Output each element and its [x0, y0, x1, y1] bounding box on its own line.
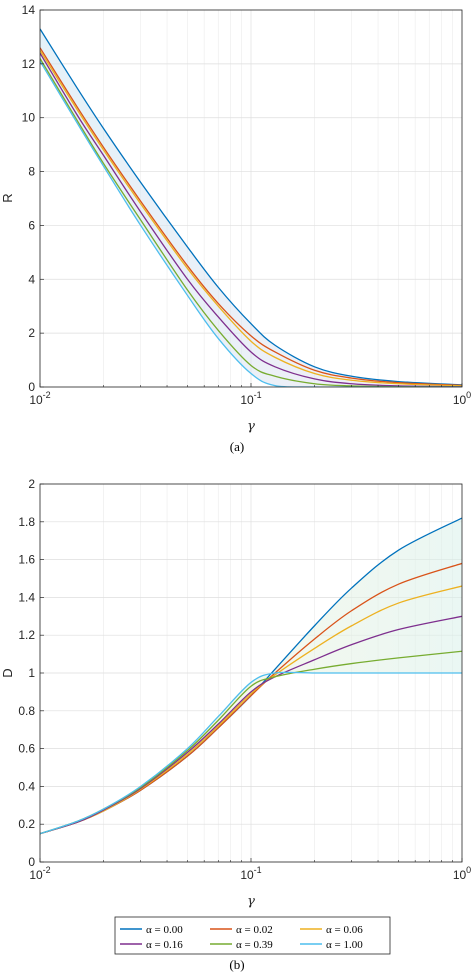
y-tick-label: 4: [28, 272, 35, 286]
y-tick-label: 1.8: [18, 515, 35, 529]
ticks-a: 0 2 4 6 8 10 12 14 10-2 10-1 100: [22, 3, 472, 407]
y-tick-label: 0: [28, 380, 35, 394]
y-axis-label-b: D: [0, 668, 15, 677]
y-tick-label: 0.8: [18, 704, 35, 718]
series-lines-a: [40, 28, 462, 387]
y-tick-label: 6: [28, 218, 35, 232]
legend-box: [114, 916, 391, 955]
x-tick-label: 10-2: [29, 390, 50, 407]
y-tick-label: 0.2: [18, 817, 35, 831]
x-tick-label: 10-1: [240, 390, 261, 407]
series-line: [40, 52, 462, 387]
legend-label: α = 0.39: [236, 939, 273, 951]
y-tick-label: 1.4: [18, 590, 35, 604]
y-tick-label: 2: [28, 477, 35, 491]
series-line: [40, 47, 462, 387]
caption-b: (b): [229, 957, 244, 972]
y-tick-label: 8: [28, 165, 35, 179]
y-tick-label: 0: [28, 855, 35, 869]
series-lines-b: [40, 517, 462, 835]
x-axis-label-b: γ: [247, 894, 255, 909]
series-line: [40, 615, 462, 835]
legend-label: α = 1.00: [326, 939, 363, 951]
x-tick-label: 10-2: [29, 865, 50, 882]
x-tick-label: 10-1: [240, 865, 261, 882]
y-tick-label: 0.6: [18, 742, 35, 756]
shaded-band-b: [40, 518, 462, 834]
series-line: [40, 671, 462, 835]
caption-a: (a): [230, 439, 244, 454]
series-line: [40, 28, 462, 386]
shaded-region: [40, 518, 462, 834]
y-tick-label: 2: [28, 326, 35, 340]
series-line: [40, 60, 462, 387]
legend-label: α = 0.00: [146, 924, 183, 936]
legend: α = 0.00 α = 0.02 α = 0.06 α = 0.16 α = 0.39…: [114, 916, 391, 955]
legend-label: α = 0.02: [236, 924, 273, 936]
y-tick-label: 1.2: [18, 628, 35, 642]
chart-panel-b: 0 0.2 0.4 0.6 0.8 1 1.2 1.4 1.6 1.8 2 10-2 10-1 100 D…: [0, 477, 471, 909]
series-line: [40, 585, 462, 835]
y-axis-label-a: R: [0, 193, 15, 202]
y-tick-label: 1.6: [18, 553, 35, 567]
series-line: [40, 50, 462, 387]
y-tick-label: 12: [22, 57, 36, 71]
chart-panel-a: 0 2 4 6 8 10 12 14 10-2 10-1 100 R γ (a): [0, 3, 471, 454]
x-axis-label-a: γ: [247, 419, 255, 434]
x-tick-label: 100: [453, 390, 471, 407]
y-tick-label: 10: [22, 111, 36, 125]
y-tick-label: 0.4: [18, 779, 35, 793]
y-tick-label: 1: [28, 666, 35, 680]
ticks-b: 0 0.2 0.4 0.6 0.8 1 1.2 1.4 1.6 1.8 2 10-2 10-1 100: [18, 477, 471, 882]
y-tick-label: 14: [22, 3, 36, 17]
legend-label: α = 0.16: [146, 939, 183, 951]
legend-label: α = 0.06: [326, 924, 363, 936]
x-tick-label: 100: [453, 865, 471, 882]
